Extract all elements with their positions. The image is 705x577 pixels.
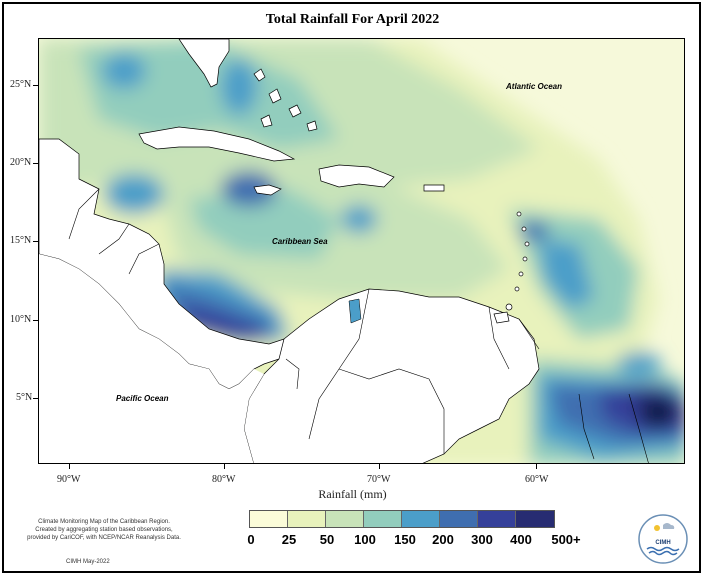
footnote-line: Created by aggregating station based obs… xyxy=(35,527,173,533)
footnote-date: CIMH May-2022 xyxy=(66,559,110,565)
legend-value: 200 xyxy=(432,532,454,547)
legend-swatch xyxy=(364,511,402,527)
lat-label: 5°N xyxy=(16,392,33,403)
lat-label: 10°N xyxy=(10,314,32,325)
lon-label: 80°W xyxy=(212,474,236,485)
lat-tick xyxy=(33,241,38,242)
color-legend xyxy=(249,510,555,528)
cimh-logo: CIMH xyxy=(637,513,689,565)
cimh-logo-icon: CIMH xyxy=(638,514,688,564)
lon-label: 60°W xyxy=(525,474,549,485)
caribbean-sea-label: Caribbean Sea xyxy=(272,237,328,246)
lon-label: 70°W xyxy=(367,474,391,485)
lat-tick xyxy=(33,163,38,164)
legend-value: 0 xyxy=(247,532,255,547)
jamaica xyxy=(253,184,282,196)
lon-tick xyxy=(69,464,70,469)
legend-labels: 0 25 50 100 150 200 300 400 500+ xyxy=(0,532,705,552)
legend-value: 400 xyxy=(510,532,532,547)
legend-value: 25 xyxy=(281,532,297,547)
map-canvas xyxy=(39,39,684,463)
logo-text: CIMH xyxy=(655,540,670,546)
footnote-line: provided by CariCOF, with NCEP/NCAR Rean… xyxy=(27,535,181,541)
legend-swatch xyxy=(288,511,326,527)
lon-tick xyxy=(379,464,380,469)
puerto-rico xyxy=(423,184,445,192)
lat-label: 15°N xyxy=(10,235,32,246)
legend-value: 500+ xyxy=(551,532,581,547)
legend-value: 50 xyxy=(319,532,335,547)
legend-swatch xyxy=(478,511,516,527)
pacific-ocean-label: Pacific Ocean xyxy=(116,394,169,403)
lon-tick xyxy=(536,464,537,469)
legend-value: 150 xyxy=(394,532,416,547)
legend-swatch xyxy=(326,511,364,527)
lat-tick xyxy=(33,320,38,321)
lat-label: 20°N xyxy=(10,157,32,168)
atlantic-ocean-label: Atlantic Ocean xyxy=(506,82,563,91)
legend-value: 100 xyxy=(354,532,376,547)
map-title: Total Rainfall For April 2022 xyxy=(265,12,440,27)
footnote: Climate Monitoring Map of the Caribbean … xyxy=(10,518,198,542)
lat-tick xyxy=(33,85,38,86)
legend-swatch xyxy=(250,511,288,527)
country-borders xyxy=(68,188,649,463)
cuba xyxy=(138,126,296,162)
lon-tick xyxy=(224,464,225,469)
land-masses xyxy=(39,39,540,463)
legend-swatch xyxy=(402,511,440,527)
florida xyxy=(178,39,230,88)
lake-maracaibo xyxy=(348,298,362,324)
legend-swatch xyxy=(440,511,478,527)
lon-label: 90°W xyxy=(57,474,81,485)
rainfall-map xyxy=(38,38,685,464)
lat-tick xyxy=(33,398,38,399)
legend-title: Rainfall (mm) xyxy=(318,487,387,501)
footnote-line: Climate Monitoring Map of the Caribbean … xyxy=(38,519,170,525)
lat-label: 25°N xyxy=(10,79,32,90)
hispaniola xyxy=(318,164,395,188)
legend-swatch xyxy=(516,511,554,527)
legend-value: 300 xyxy=(471,532,493,547)
